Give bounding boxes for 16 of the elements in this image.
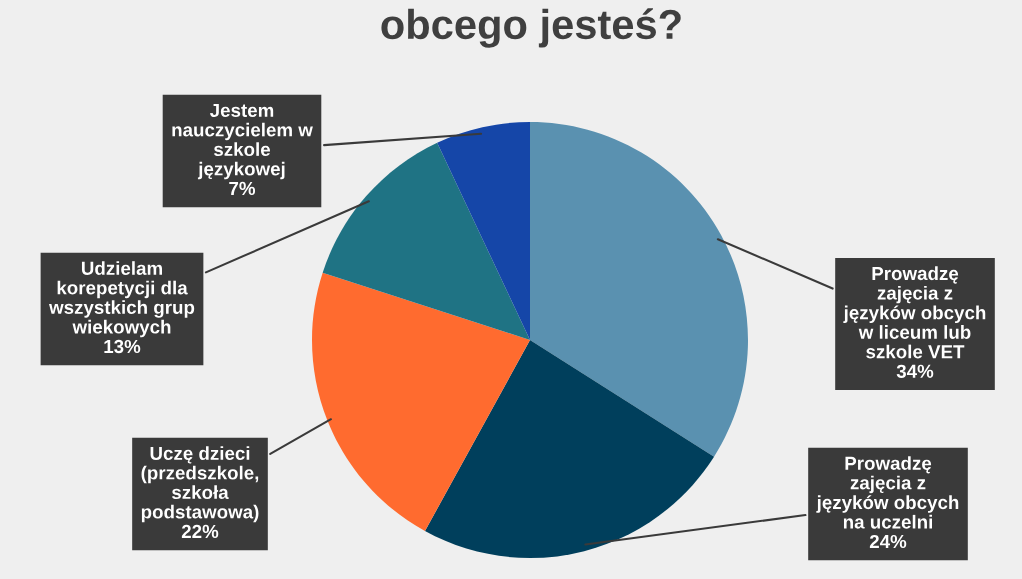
pie-slice xyxy=(424,340,715,558)
slice-label: Udzielam korepetycji dla wszystkich grup wiekowych xyxy=(49,261,195,338)
pie-slice xyxy=(530,122,748,457)
pie-slice xyxy=(322,142,530,340)
slice-label: Jestem nauczycielem w szkole językowej xyxy=(172,103,313,180)
data-label: 13% xyxy=(104,339,141,354)
chart-title: obcego jesteś? xyxy=(381,8,681,48)
slice-label: Prowadzę zajęcia z języków obcych w liceum lub szkole VET xyxy=(843,266,986,359)
data-label: 7% xyxy=(229,181,256,196)
slice-label: Prowadzę zajęcia z języków obcych na uczelni xyxy=(816,456,959,529)
data-label: 24% xyxy=(869,534,907,549)
pie-slice xyxy=(312,272,530,532)
pie-slice xyxy=(437,122,530,340)
data-label: 34% xyxy=(896,364,934,378)
slice-label: Uczę dzieci (przedszkole, szkoła podstawowa) xyxy=(141,446,259,523)
data-label: 22% xyxy=(181,524,219,539)
